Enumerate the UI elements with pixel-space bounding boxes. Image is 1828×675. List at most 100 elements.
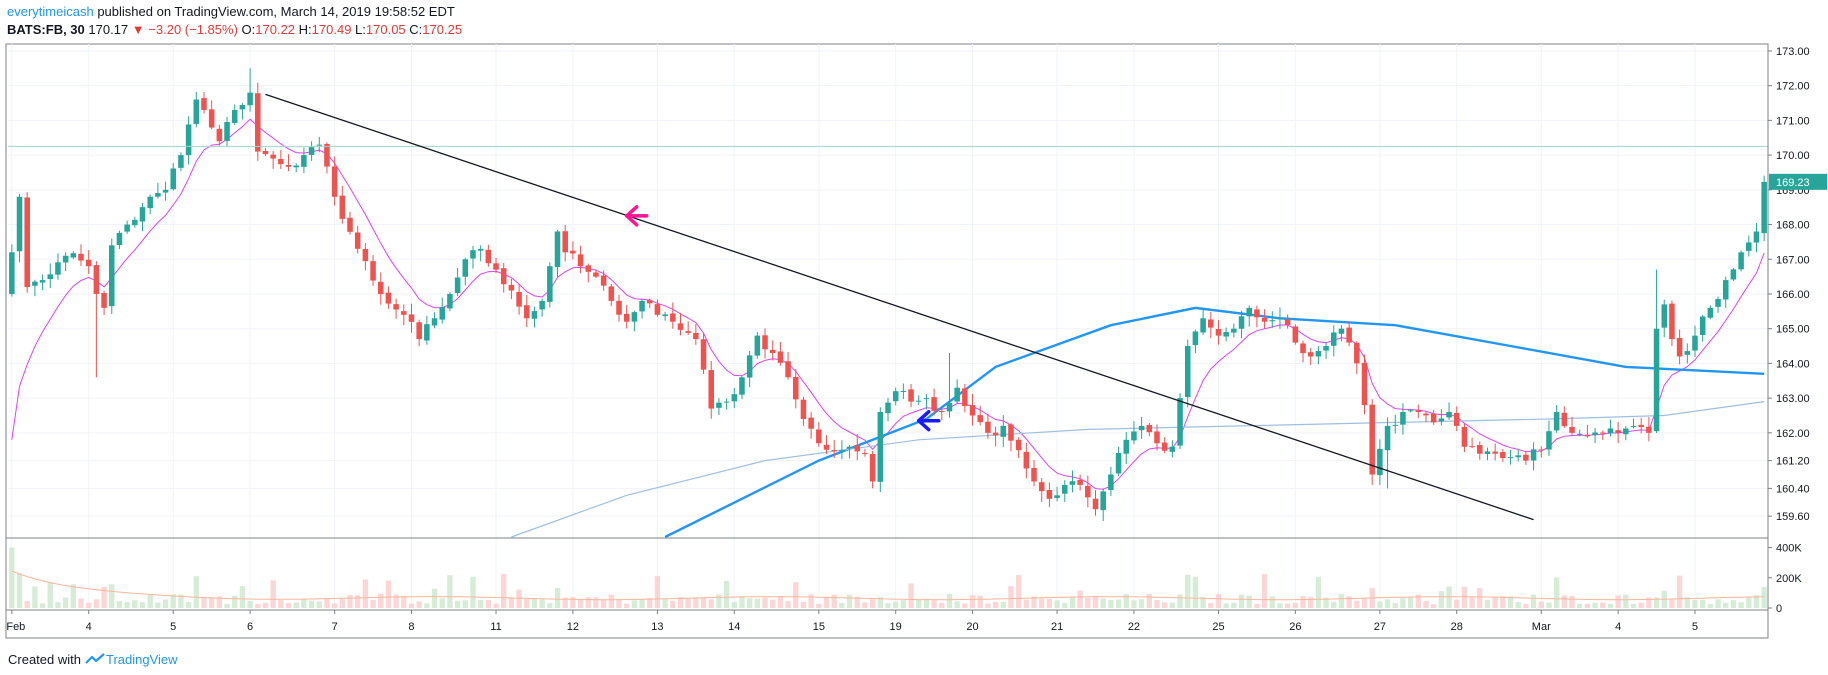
- volume-bar: [1177, 594, 1183, 608]
- volume-bar: [777, 596, 784, 608]
- candle-body: [1722, 280, 1729, 300]
- volume-bar: [577, 599, 584, 608]
- volume-tick-label: 200K: [1776, 573, 1802, 585]
- volume-bar: [693, 597, 699, 608]
- candle-body: [1500, 452, 1506, 459]
- candle-body: [808, 417, 814, 429]
- volume-bar: [1000, 601, 1006, 608]
- candle-body: [769, 349, 776, 353]
- volume-bar: [816, 603, 822, 608]
- candle-body: [1361, 362, 1368, 406]
- candle-body: [777, 351, 784, 363]
- candle-body: [1746, 242, 1752, 251]
- candle-body: [746, 355, 753, 378]
- volume-bar: [1069, 596, 1076, 608]
- time-tick-label: 22: [1128, 621, 1140, 633]
- volume-bar: [86, 602, 92, 608]
- volume-bar: [1753, 595, 1760, 608]
- candle-body: [570, 250, 576, 254]
- candle-body: [493, 263, 499, 270]
- candle-body: [962, 388, 968, 407]
- volume-bar: [324, 597, 330, 608]
- volume-bar: [869, 599, 876, 608]
- volume-bar: [1023, 599, 1030, 608]
- volume-bar: [1500, 596, 1506, 608]
- volume-bar: [1577, 603, 1583, 608]
- price-change: −3.20 (−1.85%): [148, 22, 238, 37]
- volume-bar: [32, 586, 38, 608]
- candle-body: [816, 429, 822, 444]
- volume-bar: [1292, 602, 1299, 608]
- symbol-label[interactable]: BATS:FB, 30: [7, 22, 85, 37]
- volume-bar: [239, 586, 246, 608]
- time-tick-label: Mar: [1532, 621, 1551, 633]
- candle-body: [485, 249, 492, 264]
- volume-bar: [355, 595, 361, 608]
- volume-bar: [662, 599, 668, 608]
- drawings: [8, 93, 1768, 521]
- candle-body: [785, 361, 791, 378]
- candle-body: [139, 207, 146, 222]
- volume-bar: [770, 599, 776, 608]
- tradingview-brand-link[interactable]: TradingView: [105, 652, 178, 667]
- volume-bar: [1423, 600, 1429, 608]
- volume-bar: [1676, 575, 1683, 608]
- candle-body: [1684, 351, 1691, 355]
- grid: [8, 44, 1768, 608]
- volume-bar: [1461, 586, 1468, 608]
- time-tick-label: 5: [170, 621, 176, 633]
- tradingview-logo-icon: [85, 653, 105, 664]
- volume-bar: [447, 575, 453, 608]
- time-tick-label: 13: [651, 621, 663, 633]
- candle-body: [646, 300, 653, 304]
- open-label: O:: [241, 22, 256, 37]
- volume-bar: [155, 602, 161, 608]
- volume-bar: [109, 584, 115, 608]
- candle-body: [1100, 491, 1106, 511]
- volume-bar: [654, 576, 661, 608]
- candle-body: [639, 300, 645, 312]
- volume-bar: [908, 583, 914, 608]
- volume-bar: [170, 594, 176, 608]
- arrow-left-icon: [624, 205, 649, 227]
- volume-bar: [570, 597, 576, 608]
- volume-bar: [1392, 603, 1398, 608]
- volume-bar: [1546, 602, 1552, 608]
- volume-bar: [1254, 603, 1260, 608]
- volume-bar: [1161, 602, 1168, 608]
- volume-bar: [124, 602, 130, 608]
- publisher-user-link[interactable]: everytimeicash: [7, 4, 94, 19]
- volume-bar: [1354, 600, 1360, 608]
- candle-body: [1215, 329, 1222, 336]
- time-tick-label: 15: [813, 621, 825, 633]
- volume-bar: [1454, 599, 1460, 608]
- candle-body: [1630, 425, 1637, 427]
- volume-bar: [808, 594, 814, 608]
- close-label: C:: [409, 22, 423, 37]
- candle-body: [1392, 424, 1399, 426]
- candle-body: [1523, 454, 1529, 461]
- candle-body: [1108, 474, 1114, 490]
- candle-body: [470, 250, 476, 259]
- volume-bar: [9, 547, 15, 608]
- volume-bar: [247, 601, 253, 608]
- candle-body: [1369, 404, 1375, 475]
- price-tick-label: 170.00: [1776, 150, 1810, 162]
- volume-bar: [1438, 591, 1445, 608]
- ohlc-legend: BATS:FB, 30 170.17 ▼ −3.20 (−1.85%) O:17…: [7, 22, 462, 37]
- candle-body: [754, 335, 761, 356]
- candle-body: [1715, 298, 1721, 307]
- volume-bar: [1231, 602, 1237, 608]
- volume-bar: [1223, 603, 1229, 608]
- candle-body: [116, 232, 123, 246]
- volume-bar: [1723, 602, 1729, 608]
- volume-bar: [1699, 599, 1706, 608]
- volume-bar: [1553, 577, 1560, 608]
- candle-body: [62, 255, 69, 263]
- volume-bar: [562, 597, 568, 608]
- candle-body: [1653, 328, 1660, 432]
- candle-body: [1492, 451, 1498, 454]
- candle-body: [93, 265, 100, 294]
- candle-body: [1346, 327, 1352, 343]
